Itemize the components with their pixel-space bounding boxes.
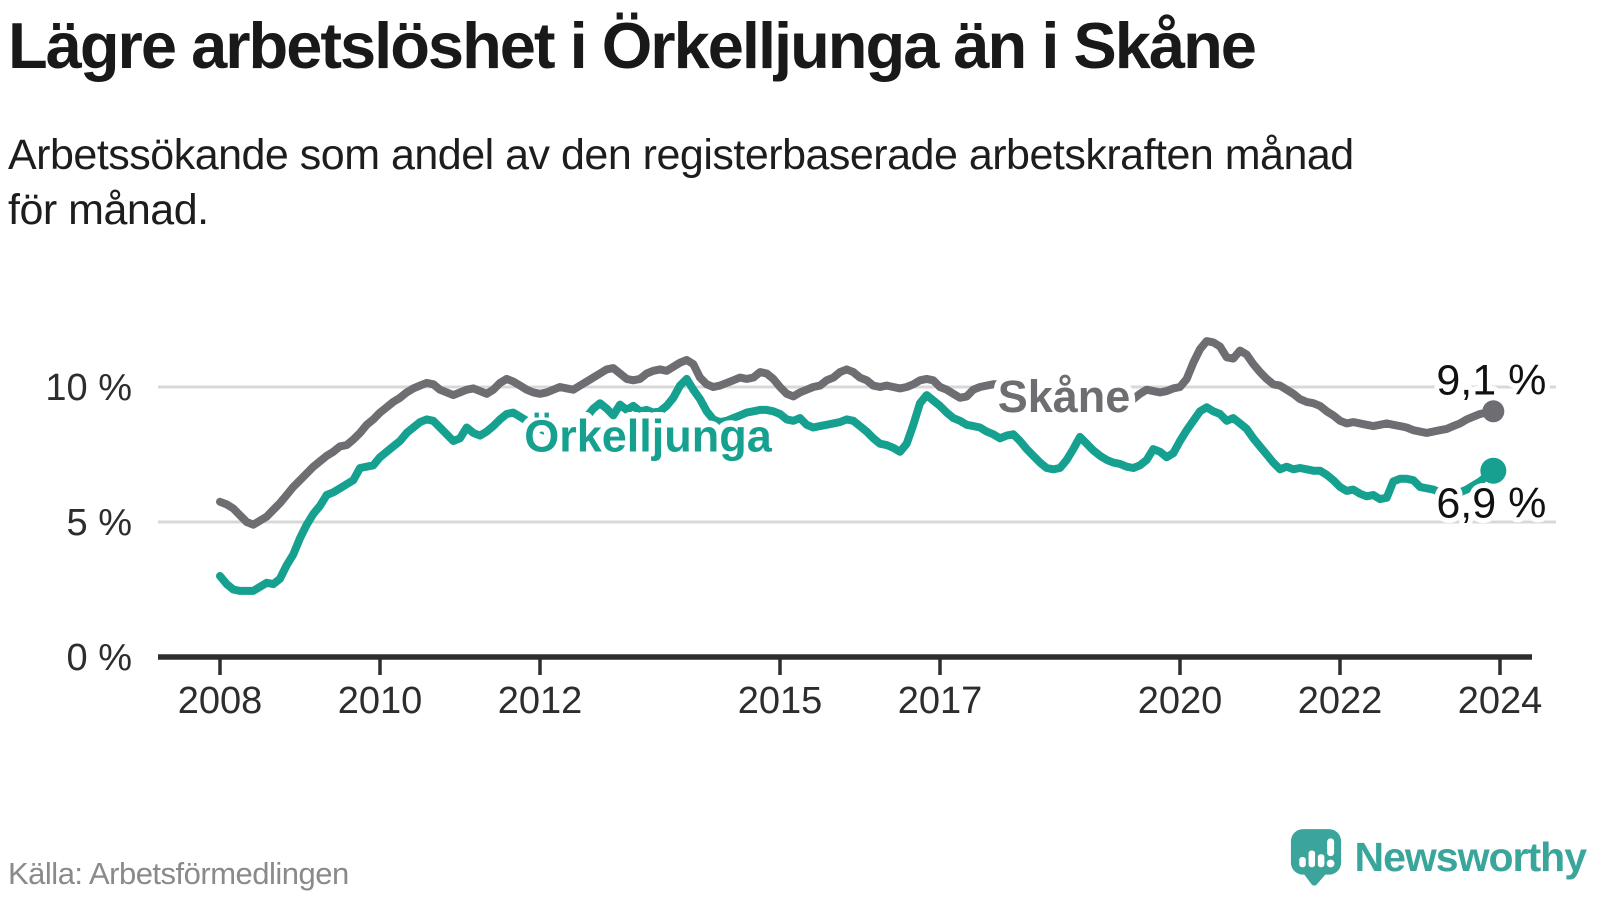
x-tick-label: 2017: [898, 680, 983, 722]
series-label-orkelljunga: Örkelljunga: [524, 411, 773, 462]
x-tick-label: 2012: [498, 680, 583, 722]
newsworthy-logo-icon: [1290, 829, 1341, 886]
end-value-label-orkelljunga: 6,9 %: [1436, 480, 1546, 528]
y-tick-label: 5 %: [67, 502, 132, 544]
page-subtitle-line1: Arbetssökande som andel av den registerb…: [8, 131, 1354, 179]
end-value-label-skane: 9,1 %: [1436, 356, 1546, 404]
x-tick-label: 2015: [738, 680, 823, 722]
chart-canvas: 0 % 5 % 10 % 2008 2010 2012 2015 2017 2020 2022 20…: [45, 337, 1556, 722]
x-tick-label: 2010: [338, 680, 423, 722]
series-end-dot-skane: [1482, 400, 1505, 423]
series-line-skane: [216, 337, 1498, 529]
source-note: Källa: Arbetsförmedlingen: [8, 856, 349, 891]
series-end-dot-orkelljunga: [1480, 457, 1507, 484]
newsworthy-wordmark: Newsworthy: [1354, 833, 1587, 880]
x-tick-label: 2022: [1298, 680, 1383, 722]
x-tick-label: 2020: [1138, 680, 1223, 722]
page-title: Lägre arbetslöshet i Örkelljunga än i Sk…: [8, 9, 1257, 82]
x-tick-label: 2008: [178, 680, 263, 722]
page-subtitle-line2: för månad.: [8, 186, 209, 234]
series-label-skane: Skåne: [998, 371, 1131, 422]
page-subtitle: Arbetssökande som andel av den registerb…: [8, 128, 1588, 238]
x-tick-label: 2024: [1458, 680, 1543, 722]
series-line-orkelljunga: [216, 374, 1498, 595]
newsworthy-brand: Newsworthy: [1290, 828, 1587, 886]
y-tick-label: 10 %: [45, 367, 132, 409]
y-tick-label: 0 %: [67, 637, 132, 679]
